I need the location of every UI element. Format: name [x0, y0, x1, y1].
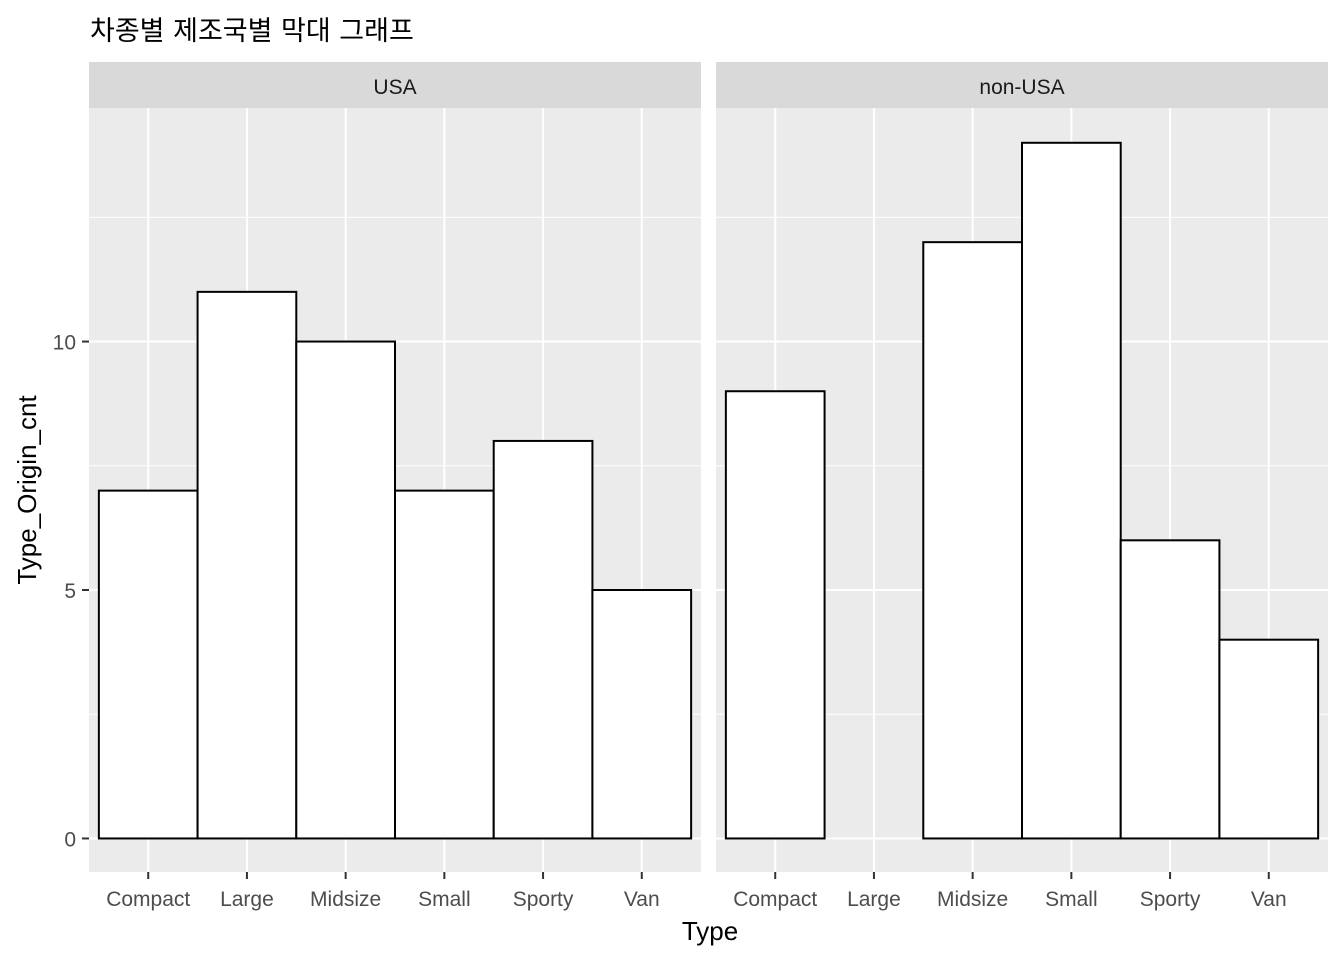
- y-axis-title: Type_Origin_cnt: [12, 395, 42, 585]
- bar-van: [1218, 638, 1320, 840]
- x-tick-label: Large: [847, 888, 901, 911]
- x-tick-label: Sporty: [1140, 888, 1201, 911]
- facet-strip: [89, 62, 701, 108]
- x-tick-label: Large: [220, 888, 274, 911]
- x-tick-label: Sporty: [513, 888, 574, 911]
- x-tick-label: Small: [1045, 888, 1098, 911]
- bar-van: [591, 589, 693, 840]
- chart-title: 차종별 제조국별 막대 그래프: [90, 16, 414, 47]
- x-tick-label: Small: [418, 888, 471, 911]
- y-tick-label: 10: [53, 332, 76, 355]
- x-tick-label: Van: [624, 888, 660, 911]
- facet-strip: [716, 62, 1328, 108]
- x-tick-label: Midsize: [937, 888, 1008, 911]
- facet-strip-label: USA: [373, 76, 416, 99]
- y-tick-label: 5: [64, 580, 76, 603]
- bar-small: [394, 489, 495, 840]
- bar-sporty: [492, 439, 594, 840]
- bar-sporty: [1119, 539, 1221, 840]
- bar-small: [1021, 141, 1122, 840]
- bar-large: [196, 290, 298, 840]
- x-tick-label: Van: [1251, 888, 1287, 911]
- x-tick-label: Midsize: [310, 888, 381, 911]
- y-tick-label: 0: [64, 828, 76, 851]
- bar-compact: [97, 489, 199, 840]
- x-tick-label: Compact: [733, 888, 817, 911]
- facet-panel-0: USA Compact Large Midsize Small Sporty Van: [89, 62, 701, 911]
- x-tick-label: Compact: [106, 888, 190, 911]
- x-axis-title: Type: [682, 916, 738, 946]
- facet-panel-1: non-USA Compact Large Midsize Small Sporty Van: [716, 62, 1328, 911]
- bar-compact: [724, 390, 826, 840]
- bar-midsize: [295, 340, 396, 840]
- bar-midsize: [922, 241, 1024, 840]
- y-axis: 0 5 10: [53, 332, 89, 851]
- facet-strip-label: non-USA: [979, 76, 1064, 99]
